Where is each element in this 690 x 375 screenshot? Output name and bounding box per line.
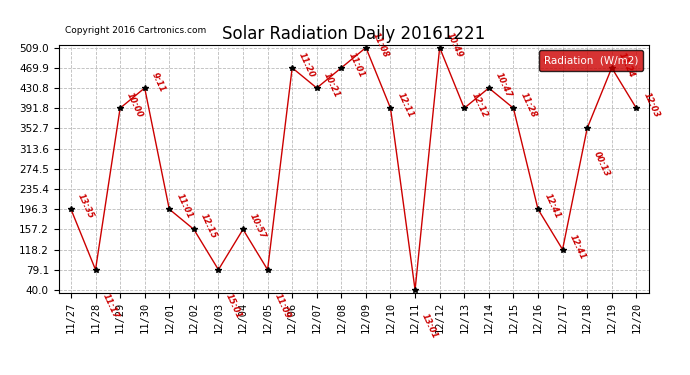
Text: 12:41: 12:41 (568, 232, 587, 261)
Title: Solar Radiation Daily 20161221: Solar Radiation Daily 20161221 (222, 26, 485, 44)
Text: 13:01: 13:01 (420, 312, 440, 340)
Text: 00:13: 00:13 (592, 150, 612, 178)
Text: 12:12: 12:12 (469, 91, 489, 120)
Text: 10:49: 10:49 (445, 31, 464, 59)
Text: 10:57: 10:57 (248, 213, 268, 241)
Text: 15:01: 15:01 (224, 292, 243, 320)
Text: 10:21: 10:21 (322, 71, 342, 99)
Text: 11:08: 11:08 (371, 31, 391, 59)
Text: 13:24: 13:24 (617, 51, 636, 79)
Text: Copyright 2016 Cartronics.com: Copyright 2016 Cartronics.com (65, 26, 206, 35)
Text: 10:47: 10:47 (494, 71, 513, 99)
Text: 9:11: 9:11 (150, 71, 167, 94)
Legend: Radiation  (W/m2): Radiation (W/m2) (539, 50, 643, 70)
Text: 11:20: 11:20 (297, 51, 317, 79)
Text: 13:35: 13:35 (76, 192, 96, 220)
Text: 10:00: 10:00 (125, 91, 145, 120)
Text: 11:28: 11:28 (518, 91, 538, 120)
Text: 12:15: 12:15 (199, 213, 219, 241)
Text: 11:09: 11:09 (273, 292, 293, 320)
Text: 12:11: 12:11 (395, 91, 415, 120)
Text: 12:03: 12:03 (642, 91, 661, 120)
Text: 11:01: 11:01 (346, 51, 366, 79)
Text: 11:17: 11:17 (101, 292, 120, 320)
Text: 12:41: 12:41 (543, 192, 562, 220)
Text: 11:01: 11:01 (175, 192, 194, 220)
